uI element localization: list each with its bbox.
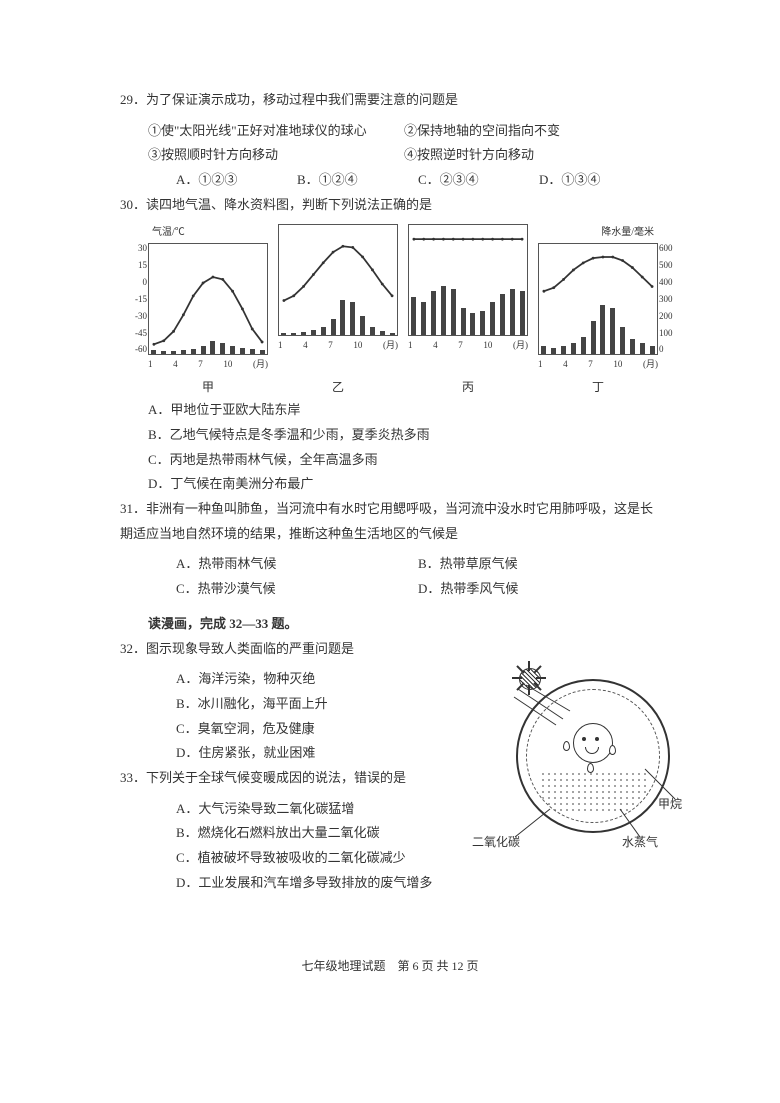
q33-optD: D．工业发展和汽车增多导致排放的废气增多 (120, 871, 660, 896)
q29-stem: 29．为了保证演示成功，移动过程中我们需要注意的问题是 (120, 88, 660, 113)
q29-optB: B．①②④ (297, 168, 418, 193)
q31-optC: C．热带沙漠气候 (176, 577, 418, 602)
label-jia: 甲 (148, 376, 268, 399)
q31-optD: D．热带季风气候 (418, 577, 660, 602)
q30-stem: 30．读四地气温、降水资料图，判断下列说法正确的是 (120, 193, 660, 218)
cartoon-globe: 二氧化碳 水蒸气 甲烷 (480, 659, 680, 849)
q30-optD: D．丁气候在南美洲分布最广 (120, 472, 660, 497)
q29-optA: A．①②③ (176, 168, 297, 193)
label-ding: 丁 (538, 376, 658, 399)
q29-s2: ②保持地轴的空间指向不变 (404, 119, 660, 144)
q29-s3: ③按照顺时针方向移动 (148, 143, 404, 168)
q29-s4: ④按照逆时针方向移动 (404, 143, 660, 168)
label-yi: 乙 (278, 376, 398, 399)
label-ch4: 甲烷 (658, 793, 682, 816)
q33-optC: C．植被破坏导致被吸收的二氧化碳减少 (120, 846, 660, 871)
q30-optB: B．乙地气候特点是冬季温和少雨，夏季炎热多雨 (120, 423, 660, 448)
section-32-33: 读漫画，完成 32—33 题。 (120, 612, 660, 637)
ylabel-left: 气温/℃ (152, 223, 185, 242)
q31-optA: A．热带雨林气候 (176, 552, 418, 577)
label-co2: 二氧化碳 (472, 831, 520, 854)
chart-yi (278, 224, 398, 336)
label-h2o: 水蒸气 (622, 831, 658, 854)
q31-stem: 31．非洲有一种鱼叫肺鱼，当河流中有水时它用鳃呼吸，当河流中没水时它用肺呼吸，这… (120, 497, 660, 546)
q30-optA: A．甲地位于亚欧大陆东岸 (120, 398, 660, 423)
q29-optD: D．①③④ (539, 168, 660, 193)
chart-ding: 6005004003002001000 (538, 243, 658, 355)
q31-optB: B．热带草原气候 (418, 552, 660, 577)
q32-stem: 32．图示现象导致人类面临的严重问题是 (120, 637, 660, 662)
climate-charts: 气温/℃ 30150-15-30-45-60 14710(月) 14710(月) (148, 223, 658, 373)
q29-s1: ①使"太阳光线"正好对准地球仪的球心 (148, 119, 404, 144)
chart-bing (408, 224, 528, 336)
chart-jia: 30150-15-30-45-60 (148, 243, 268, 355)
ylabel-right: 降水量/毫米 (601, 223, 654, 242)
label-bing: 丙 (408, 376, 528, 399)
q29-optC: C．②③④ (418, 168, 539, 193)
q30-optC: C．丙地是热带雨林气候，全年高温多雨 (120, 448, 660, 473)
page-footer: 七年级地理试题 第 6 页 共 12 页 (120, 955, 660, 978)
